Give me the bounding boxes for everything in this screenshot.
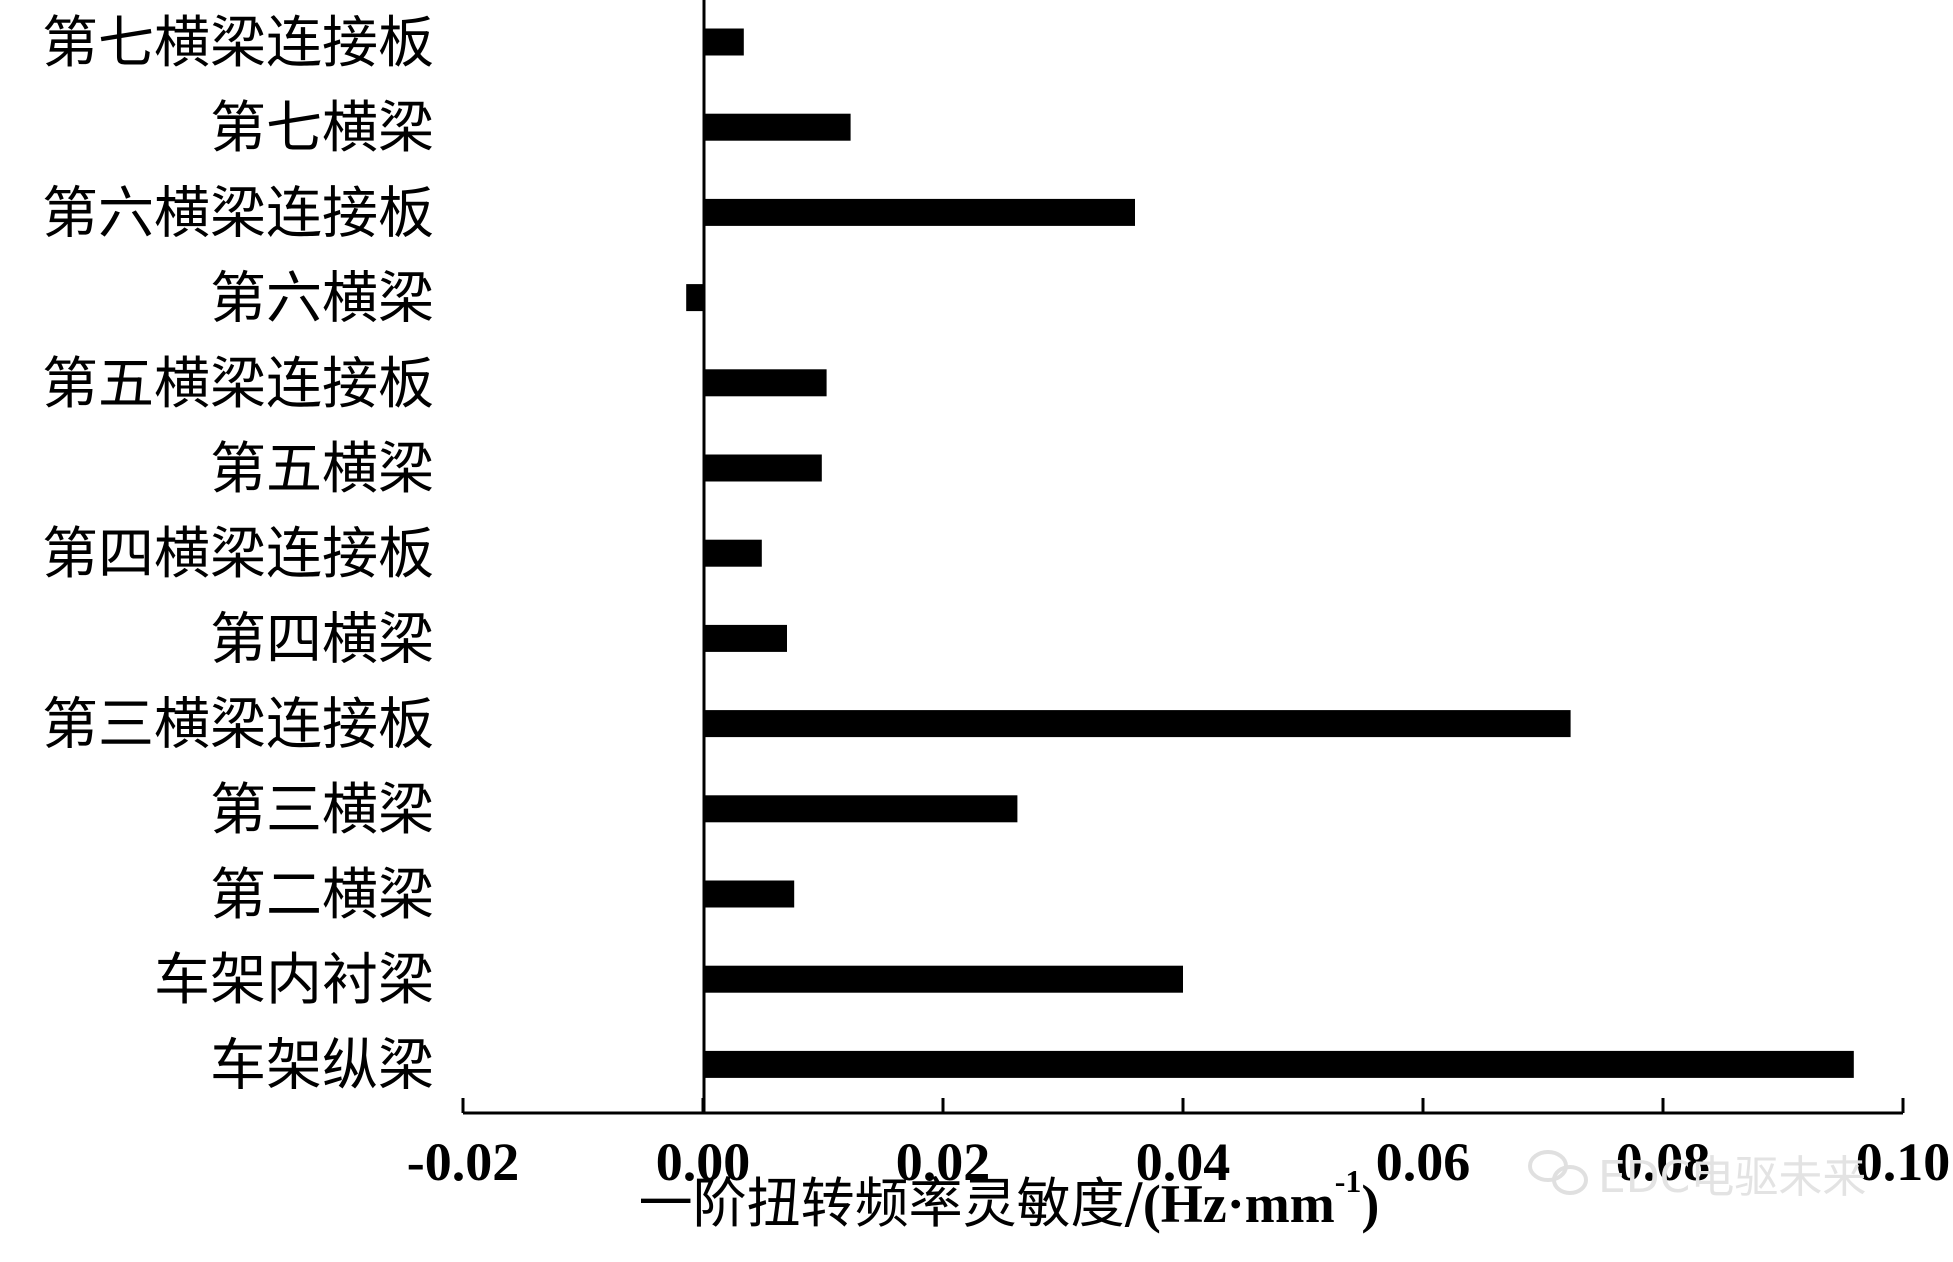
x-tick-label: 0.04 <box>1136 1132 1231 1192</box>
category-label: 第七横梁 <box>210 96 434 161</box>
bar <box>703 795 1018 823</box>
x-tick-label: 0.10 <box>1856 1132 1951 1192</box>
x-ticks-group <box>461 1098 1905 1113</box>
category-label: 第六横梁 <box>210 267 434 332</box>
x-axis-title-main: 一阶扭转频率灵敏度/ <box>639 1172 1144 1235</box>
x-tick-label: 0.06 <box>1376 1132 1471 1192</box>
category-label: 第三横梁 <box>210 778 434 843</box>
bar <box>703 369 827 397</box>
x-tick-label: -0.02 <box>407 1132 519 1192</box>
category-label: 第五横梁 <box>210 437 434 502</box>
bar <box>703 965 1183 993</box>
category-label: 第六横梁连接板 <box>42 181 434 246</box>
x-tick-label: 0.08 <box>1616 1132 1711 1192</box>
bars-group <box>686 28 1854 1078</box>
x-tick-labels: -0.02 0.00 0.02 0.04 0.06 0.08 0.10 <box>407 1132 1950 1192</box>
x-axis-title-close: ) <box>1361 1174 1379 1234</box>
x-tick-label: 0.02 <box>896 1132 991 1192</box>
category-labels: 第七横梁连接板第七横梁第六横梁连接板第六横梁第五横梁连接板第五横梁第四横梁连接板… <box>42 11 434 1098</box>
wechat-icon <box>1528 1150 1588 1195</box>
category-label: 第四横梁连接板 <box>42 522 434 587</box>
bar <box>686 284 703 312</box>
bar <box>703 624 787 652</box>
x-axis-title-superscript: -1 <box>1335 1163 1362 1199</box>
bar <box>703 880 795 908</box>
bar <box>703 710 1571 738</box>
category-label: 第三横梁连接板 <box>42 693 434 758</box>
watermark-text: EDC电驱未来 <box>1598 1152 1866 1203</box>
x-tick-label: 0.00 <box>656 1132 751 1192</box>
category-label: 车架内衬梁 <box>154 948 434 1013</box>
x-axis-title: 一阶扭转频率灵敏度/(Hz·mm-1) <box>639 1163 1380 1235</box>
bar <box>703 539 762 567</box>
bar <box>703 28 744 56</box>
category-label: 第七横梁连接板 <box>42 11 434 76</box>
bar <box>703 1050 1854 1078</box>
bar <box>703 454 822 482</box>
x-axis-title-unit: (Hz·mm <box>1143 1174 1335 1234</box>
watermark: EDC电驱未来 <box>1528 1150 1866 1203</box>
category-label: 车架纵梁 <box>210 1033 434 1098</box>
category-label: 第四横梁 <box>210 607 434 672</box>
bar <box>703 113 851 141</box>
category-label: 第二横梁 <box>210 863 434 928</box>
bar <box>703 198 1135 226</box>
category-label: 第五横梁连接板 <box>42 352 434 417</box>
